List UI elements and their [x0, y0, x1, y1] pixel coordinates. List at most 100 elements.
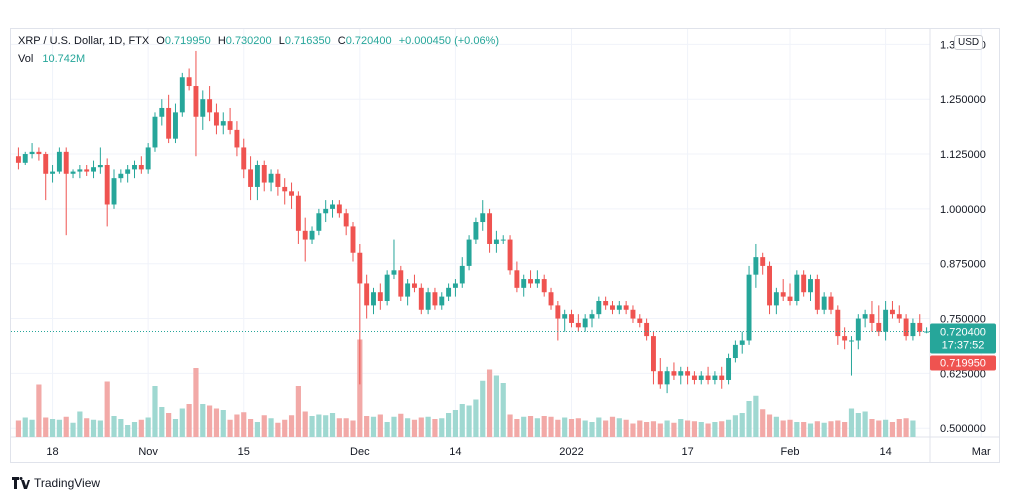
candle-body [350, 226, 356, 253]
candle-body [343, 213, 349, 227]
candle-body [507, 239, 513, 271]
candle-body [405, 283, 411, 297]
candle-body [548, 292, 554, 306]
open-label: O [156, 35, 165, 47]
high-value: 0.730200 [225, 35, 272, 47]
candle-body [56, 151, 62, 172]
candle-body [166, 107, 172, 139]
volume-bar [787, 419, 793, 437]
candle-body [828, 296, 834, 310]
high-label: H [217, 35, 226, 47]
volume-bar [446, 413, 452, 437]
volume-bar [97, 420, 103, 437]
candle-body [323, 208, 329, 214]
volume-bar [575, 418, 581, 437]
volume-bar [889, 422, 896, 437]
candle-body [630, 309, 636, 319]
volume-bar [500, 383, 506, 437]
volume-bar [22, 417, 28, 437]
volume-value: 10.742M [42, 53, 86, 65]
legend-ohlc: XRP / U.S. Dollar, 1D, FTX O0.719950 H0.… [18, 35, 499, 47]
candle-body [227, 121, 233, 130]
last-price-tag [930, 323, 996, 354]
volume-bar [637, 420, 643, 437]
candle-body [808, 279, 813, 293]
time-tick-label: 15 [238, 446, 250, 458]
volume-bar [712, 422, 718, 437]
candle-body [569, 314, 574, 323]
candle-body [22, 154, 28, 163]
volume-bar [555, 419, 561, 437]
candle-body [459, 265, 465, 284]
volume-bar [15, 420, 22, 437]
candle-body [425, 292, 431, 310]
price-tick-label: 0.625000 [940, 368, 986, 380]
candle-body [36, 151, 42, 155]
volume-bar [343, 418, 349, 437]
candle-body [234, 129, 240, 148]
candle-body [91, 167, 96, 172]
candle-body [50, 171, 56, 174]
candle-body [193, 86, 199, 117]
candle-body [903, 318, 909, 337]
volume-bar [896, 419, 902, 437]
volume-bar [794, 422, 800, 437]
volume-bar [350, 420, 356, 437]
currency-button[interactable]: USD [954, 35, 984, 50]
candle-body [739, 340, 745, 345]
volume-bar [261, 415, 267, 437]
volume-bar [739, 413, 745, 437]
volume-bar [568, 419, 575, 437]
volume-bar [507, 414, 513, 437]
volume-bar [609, 416, 616, 437]
open-value: 0.719950 [164, 35, 211, 47]
candle-body [698, 375, 704, 380]
candle-body [719, 375, 725, 380]
time-tick-label: Mar [972, 446, 991, 458]
volume-bar [855, 413, 861, 437]
candle-body [295, 195, 301, 231]
candle-body [207, 99, 213, 113]
candle-body [582, 318, 588, 328]
candle-body [746, 274, 752, 341]
volume-bar [200, 404, 206, 437]
volume-bar [903, 418, 909, 437]
volume-bar [111, 416, 117, 437]
volume-bar [357, 339, 363, 437]
volume-bar [63, 416, 69, 437]
candle-body [371, 292, 376, 306]
volume-bar [835, 420, 841, 437]
candle-body [452, 283, 458, 288]
volume-bars [15, 339, 916, 437]
volume-bar [719, 421, 725, 437]
volume-bar [125, 425, 131, 437]
volume-bar [678, 419, 684, 437]
candle-body [309, 230, 315, 240]
candle-body [671, 371, 677, 376]
volume-bar [691, 421, 698, 437]
candle-body [466, 239, 472, 266]
volume-bar [828, 421, 834, 437]
volume-bar [780, 420, 786, 437]
open-price-label: 0.719950 [940, 358, 986, 370]
volume-bar [732, 415, 738, 437]
candle-body [616, 305, 622, 310]
volume-bar [480, 380, 486, 437]
candle-body [773, 292, 779, 306]
time-tick-label: 14 [449, 446, 461, 458]
candle-body [896, 314, 902, 319]
candle-body [398, 270, 404, 297]
volume-bar [671, 422, 677, 437]
volume-bar [705, 423, 711, 437]
volume-bar [452, 410, 459, 437]
footer-branding[interactable]: TradingView [12, 476, 100, 490]
volume-bar [186, 404, 192, 437]
candle-body [316, 213, 322, 231]
candle-body [446, 287, 452, 297]
volume-bar [166, 413, 172, 437]
volume-bar [49, 419, 56, 437]
volume-bar [247, 419, 254, 437]
volume-bar [84, 418, 90, 437]
price-tick-label: 1.250000 [940, 94, 986, 106]
